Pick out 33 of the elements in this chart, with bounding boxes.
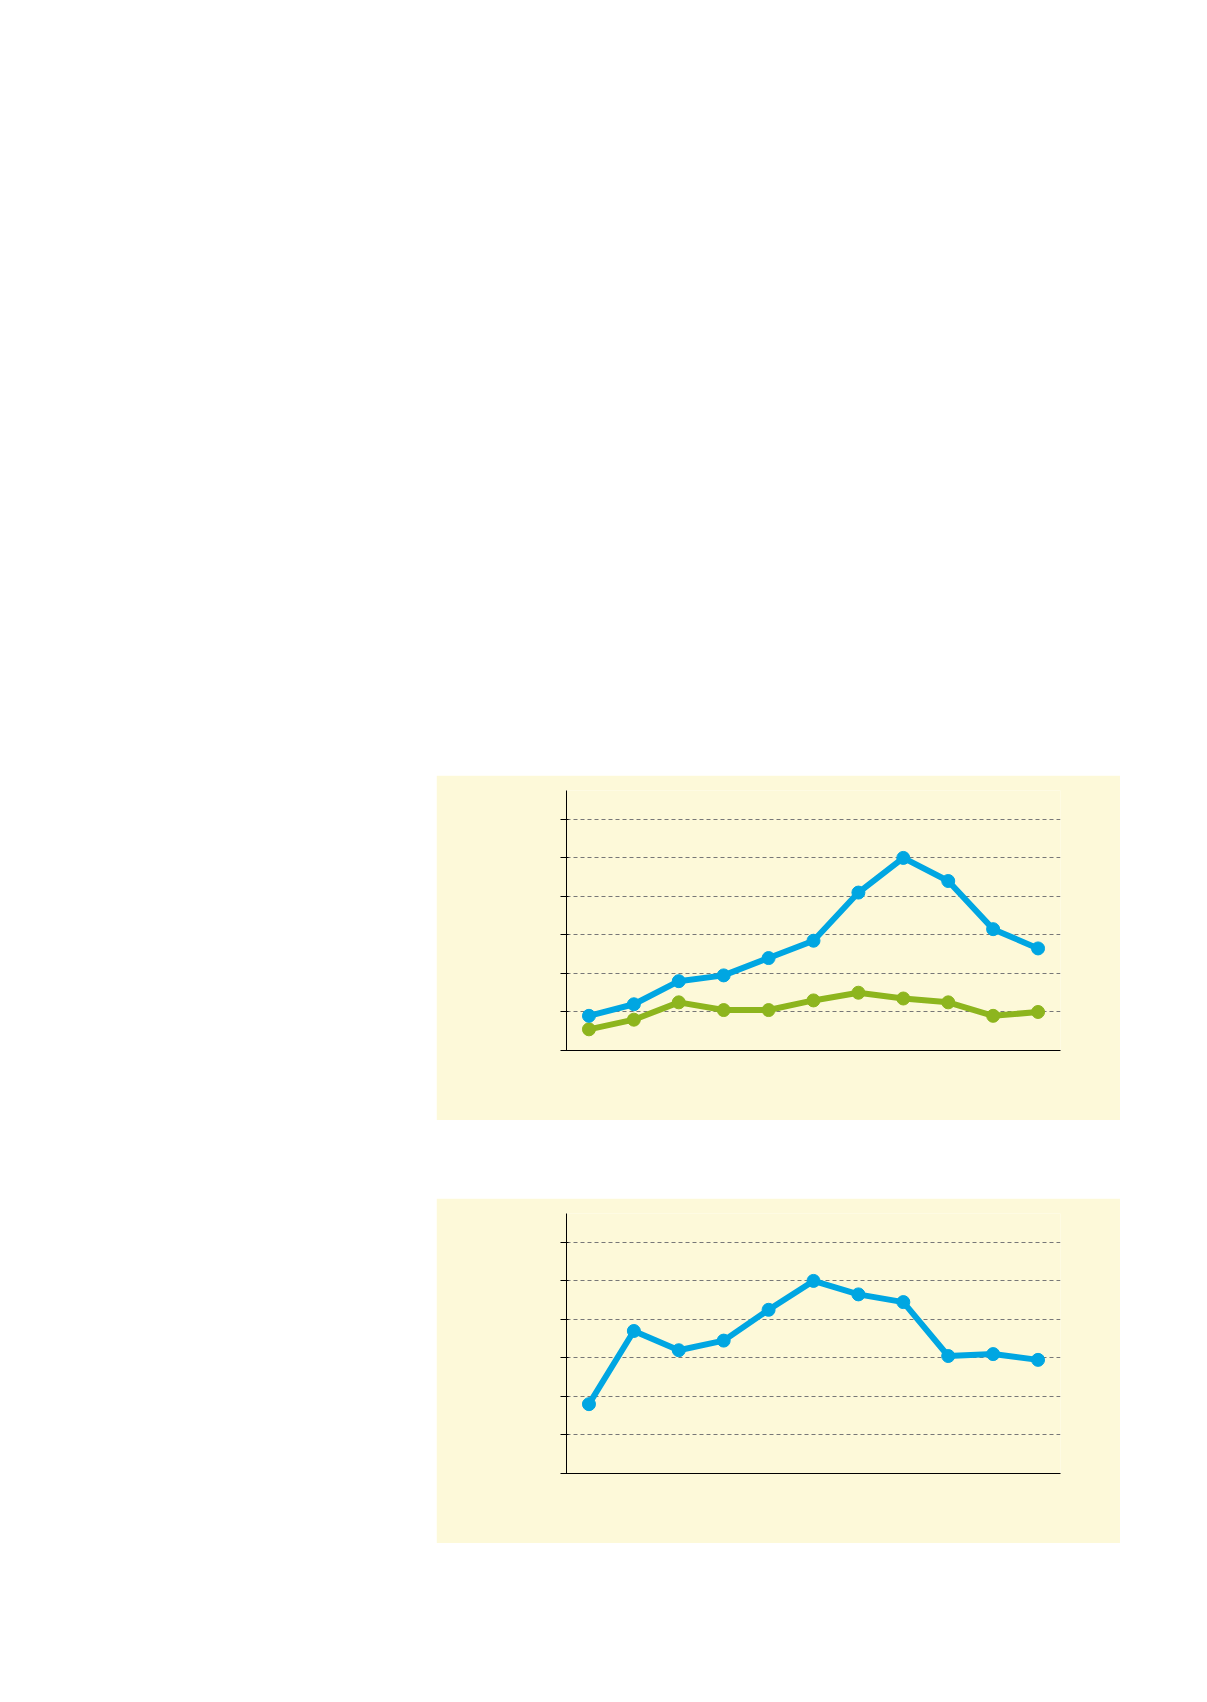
point: [1031, 1352, 1046, 1367]
point: [1031, 1004, 1046, 1019]
point: [1031, 941, 1046, 956]
point: [626, 997, 641, 1012]
point: [941, 995, 956, 1010]
point: [671, 1343, 686, 1358]
point: [941, 1349, 956, 1364]
point: [851, 885, 866, 900]
point: [626, 1012, 641, 1027]
point: [581, 1022, 596, 1037]
point: [761, 1302, 776, 1317]
point: [986, 922, 1001, 937]
point: [941, 874, 956, 889]
point: [671, 995, 686, 1010]
point: [761, 1003, 776, 1018]
point: [986, 1008, 1001, 1023]
point: [581, 1008, 596, 1023]
point: [626, 1323, 641, 1338]
point: [716, 1003, 731, 1018]
point: [896, 1295, 911, 1310]
point: [581, 1397, 596, 1412]
point: [761, 951, 776, 966]
point: [716, 1333, 731, 1348]
point: [806, 993, 821, 1008]
point: [806, 1273, 821, 1288]
point: [851, 1287, 866, 1302]
point: [806, 933, 821, 948]
point: [671, 974, 686, 989]
point: [986, 1347, 1001, 1362]
point: [896, 850, 911, 865]
point: [896, 991, 911, 1006]
point: [851, 985, 866, 1000]
point: [716, 968, 731, 983]
